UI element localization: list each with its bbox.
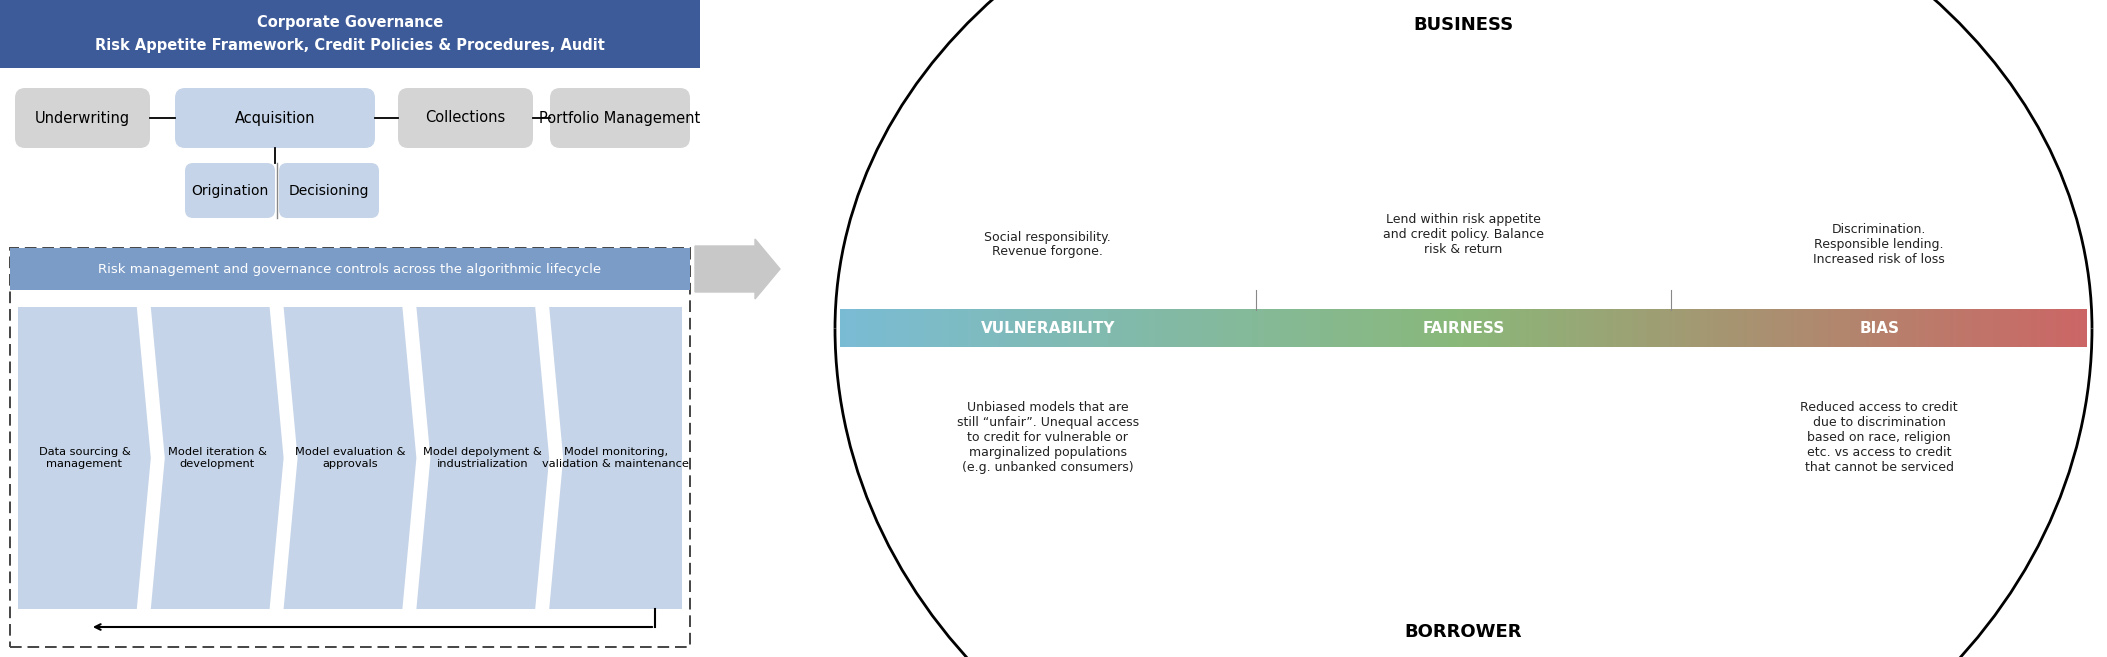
FancyBboxPatch shape bbox=[15, 88, 150, 148]
Text: Lend within risk appetite
and credit policy. Balance
risk & return: Lend within risk appetite and credit pol… bbox=[1382, 213, 1544, 256]
Text: Collections: Collections bbox=[426, 110, 506, 125]
FancyBboxPatch shape bbox=[550, 88, 689, 148]
Text: FAIRNESS: FAIRNESS bbox=[1422, 321, 1504, 336]
Text: Data sourcing &
management: Data sourcing & management bbox=[38, 447, 131, 469]
Text: Reduced access to credit
due to discrimination
based on race, religion
etc. vs a: Reduced access to credit due to discrimi… bbox=[1799, 401, 1957, 474]
Polygon shape bbox=[550, 307, 683, 609]
FancyArrow shape bbox=[695, 239, 780, 299]
Text: Discrimination.
Responsible lending.
Increased risk of loss: Discrimination. Responsible lending. Inc… bbox=[1814, 223, 1945, 266]
Bar bbox=[0, 0, 700, 68]
Text: Model monitoring,
validation & maintenance: Model monitoring, validation & maintenan… bbox=[541, 447, 689, 469]
Polygon shape bbox=[417, 307, 550, 609]
Text: Model evaluation &
approvals: Model evaluation & approvals bbox=[295, 447, 405, 469]
Text: Model depolyment &
industrialization: Model depolyment & industrialization bbox=[424, 447, 541, 469]
Text: Decisioning: Decisioning bbox=[289, 183, 369, 198]
Text: Acquisition: Acquisition bbox=[234, 110, 316, 125]
Text: BORROWER: BORROWER bbox=[1405, 623, 1521, 641]
Text: Underwriting: Underwriting bbox=[36, 110, 131, 125]
Text: Social responsibility.
Revenue forgone.: Social responsibility. Revenue forgone. bbox=[984, 231, 1110, 258]
Text: BIAS: BIAS bbox=[1858, 321, 1898, 336]
FancyBboxPatch shape bbox=[175, 88, 375, 148]
Polygon shape bbox=[284, 307, 417, 609]
Text: Portfolio Management: Portfolio Management bbox=[539, 110, 702, 125]
Text: Risk management and governance controls across the algorithmic lifecycle: Risk management and governance controls … bbox=[99, 263, 603, 275]
Text: Corporate Governance
Risk Appetite Framework, Credit Policies & Procedures, Audi: Corporate Governance Risk Appetite Frame… bbox=[95, 15, 605, 53]
Bar bbox=[11, 248, 689, 290]
FancyBboxPatch shape bbox=[185, 163, 276, 218]
FancyBboxPatch shape bbox=[278, 163, 379, 218]
Text: VULNERABILITY: VULNERABILITY bbox=[980, 321, 1115, 336]
FancyBboxPatch shape bbox=[398, 88, 533, 148]
Text: BUSINESS: BUSINESS bbox=[1414, 16, 1513, 34]
Text: Origination: Origination bbox=[192, 183, 268, 198]
Text: Model iteration &
development: Model iteration & development bbox=[169, 447, 268, 469]
Polygon shape bbox=[19, 307, 152, 609]
Polygon shape bbox=[152, 307, 284, 609]
Text: Unbiased models that are
still “unfair”. Unequal access
to credit for vulnerable: Unbiased models that are still “unfair”.… bbox=[957, 401, 1140, 474]
